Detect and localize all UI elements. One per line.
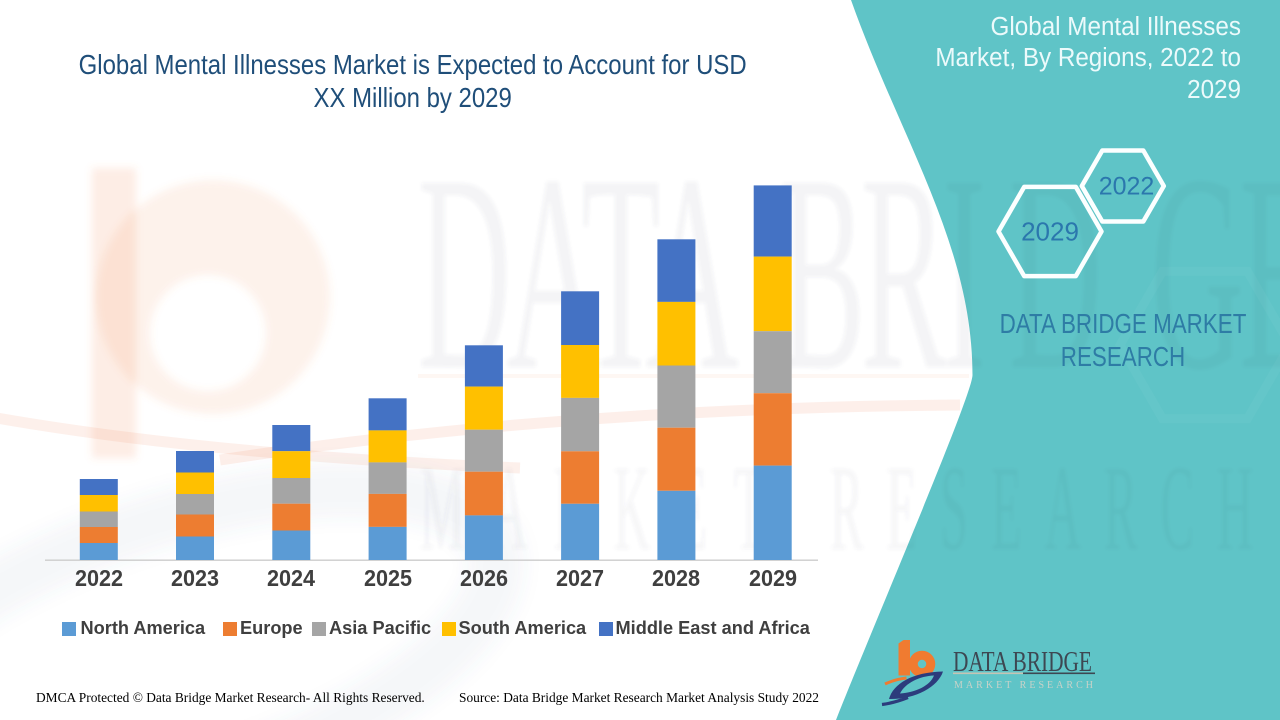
svg-text:MARKET RESEARCH: MARKET RESEARCH: [954, 680, 1093, 691]
svg-text:2022: 2022: [1099, 173, 1155, 201]
svg-text:2029: 2029: [1021, 217, 1079, 247]
